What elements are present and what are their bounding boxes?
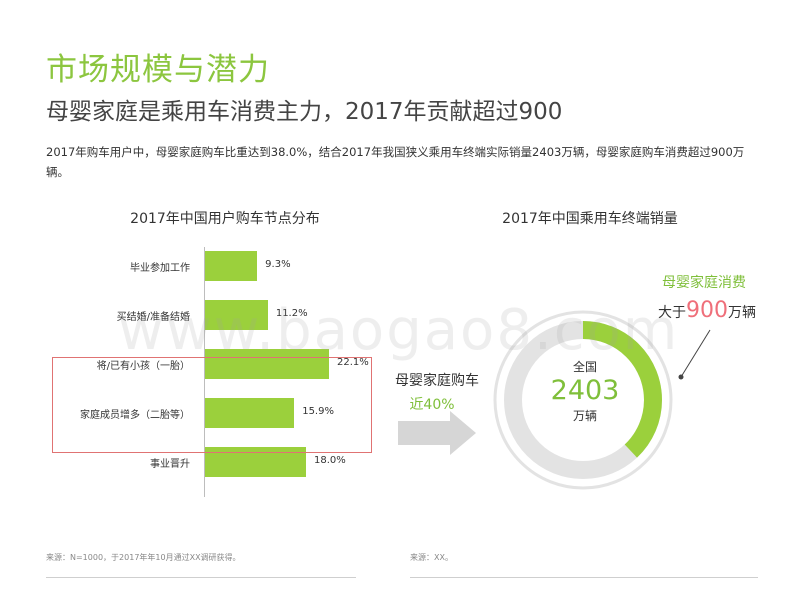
source-divider-left — [46, 577, 356, 578]
page-subtitle: 母婴家庭是乘用车消费主力，2017年贡献超过900 — [46, 99, 563, 125]
bar-label: 事业晋升 — [150, 459, 190, 470]
callout-amount: 大于900万辆 — [658, 298, 756, 323]
bar-label: 将/已有小孩（一胎） — [96, 361, 190, 372]
bar-value-label: 18.0% — [313, 455, 346, 466]
bar-value-label: 22.1% — [337, 357, 369, 368]
bar — [205, 251, 258, 281]
source-left: 来源：N=1000，于2017年年10月通过XX调研获得。 — [46, 553, 241, 562]
watermark: www.baogao8.com — [118, 298, 680, 363]
page-title: 市场规模与潜力 — [46, 52, 270, 88]
callout-suffix: 万辆 — [728, 305, 756, 321]
bar — [205, 300, 268, 330]
bar — [205, 349, 329, 379]
donut-chart — [493, 310, 673, 490]
donut-chart-title: 2017年中国乘用车终端销量 — [502, 211, 678, 227]
callout-title: 母婴家庭消费 — [662, 275, 746, 291]
arrow-percent: 近40% — [409, 397, 455, 413]
bar-chart-title: 2017年中国用户购车节点分布 — [130, 211, 320, 227]
bar-label: 毕业参加工作 — [130, 263, 190, 274]
description-text: 2017年购车用户中，母婴家庭购车比重达到38.0%，结合2017年我国狭义乘用… — [46, 145, 745, 179]
donut-center-label: 全国 — [572, 360, 597, 374]
bar — [205, 398, 295, 428]
donut-center: 全国 2403 万辆 — [530, 358, 640, 424]
right-arrow-icon — [398, 411, 476, 455]
donut-share-slice — [504, 321, 662, 479]
arrow-label: 母婴家庭购车 — [395, 373, 479, 389]
bar-value-label: 11.2% — [275, 308, 308, 319]
donut-center-unit: 万辆 — [572, 409, 597, 423]
bar-label: 家庭成员增多（二胎等） — [80, 410, 190, 421]
donut-outer-ring — [493, 310, 673, 490]
source-right: 来源：XX。 — [410, 553, 453, 562]
bar-label: 买结婚/准备结婚 — [116, 312, 190, 323]
bar-chart-axis — [204, 247, 205, 497]
highlight-box — [52, 357, 372, 453]
bar-value-label: 9.3% — [265, 259, 291, 270]
source-divider-right — [410, 577, 758, 578]
donut-center-value: 2403 — [550, 375, 620, 406]
callout-prefix: 大于 — [658, 305, 686, 321]
callout-value: 900 — [686, 298, 728, 323]
bar-value-label: 15.9% — [302, 406, 334, 417]
